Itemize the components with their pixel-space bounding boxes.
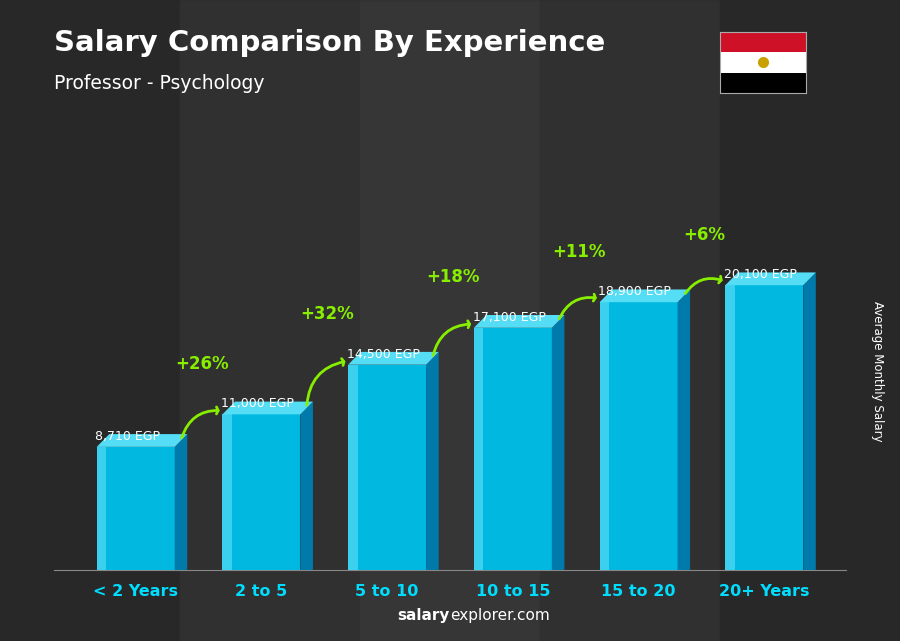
Polygon shape (725, 272, 815, 285)
Text: 8,710 EGP: 8,710 EGP (95, 430, 160, 443)
Bar (720, 53, 806, 72)
Text: Salary Comparison By Experience: Salary Comparison By Experience (54, 29, 605, 57)
Bar (96, 447, 106, 570)
Text: 11,000 EGP: 11,000 EGP (221, 397, 294, 410)
Text: Professor - Psychology: Professor - Psychology (54, 74, 265, 93)
Text: 18,900 EGP: 18,900 EGP (598, 285, 671, 298)
Bar (720, 32, 806, 53)
Bar (360, 0, 540, 641)
Polygon shape (222, 401, 313, 414)
Bar (180, 0, 360, 641)
Bar (540, 0, 720, 641)
Polygon shape (175, 434, 187, 570)
Bar (222, 414, 301, 570)
Bar (0, 0, 180, 641)
Polygon shape (599, 290, 690, 302)
Bar (725, 285, 804, 570)
Text: 14,500 EGP: 14,500 EGP (346, 347, 419, 361)
Bar (599, 302, 678, 570)
Bar (348, 365, 426, 570)
Polygon shape (348, 352, 438, 365)
Polygon shape (96, 434, 187, 447)
Text: +6%: +6% (684, 226, 725, 244)
Polygon shape (474, 315, 564, 328)
Bar (599, 302, 609, 570)
Bar (348, 365, 357, 570)
Bar (720, 0, 900, 641)
Text: +26%: +26% (175, 355, 229, 373)
Bar (720, 72, 806, 93)
Polygon shape (804, 272, 815, 570)
Bar (725, 285, 734, 570)
Polygon shape (678, 290, 690, 570)
Text: +32%: +32% (301, 305, 355, 323)
Text: 17,100 EGP: 17,100 EGP (472, 311, 545, 324)
Bar (222, 414, 232, 570)
Polygon shape (552, 315, 564, 570)
Text: +11%: +11% (552, 243, 606, 261)
Bar (96, 447, 175, 570)
Polygon shape (426, 352, 438, 570)
Bar (474, 328, 552, 570)
Text: 20,100 EGP: 20,100 EGP (724, 268, 796, 281)
Text: +18%: +18% (427, 268, 480, 287)
Text: explorer.com: explorer.com (450, 608, 550, 623)
Text: Average Monthly Salary: Average Monthly Salary (871, 301, 884, 442)
Text: salary: salary (398, 608, 450, 623)
Polygon shape (301, 401, 313, 570)
Bar (474, 328, 483, 570)
